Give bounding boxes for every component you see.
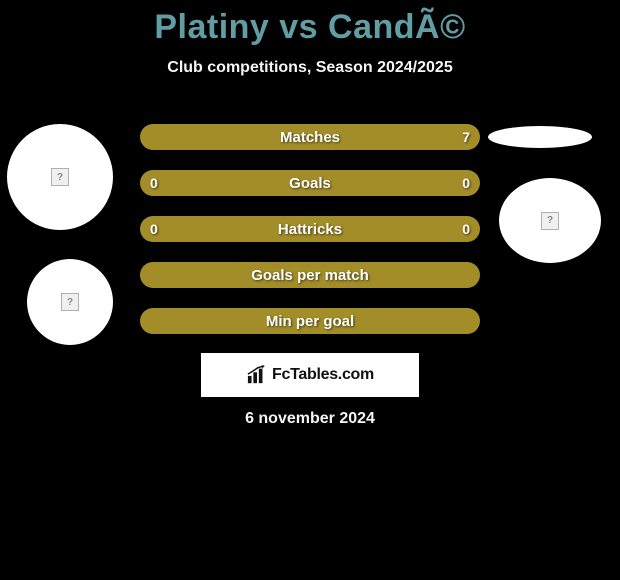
circle-right — [499, 178, 601, 263]
stat-label: Hattricks — [278, 221, 342, 238]
image-placeholder-icon — [61, 293, 79, 311]
stat-bar: 0 Goals 0 — [140, 170, 480, 196]
date-text: 6 november 2024 — [0, 410, 620, 428]
stat-label: Goals — [289, 175, 331, 192]
attribution-box: FcTables.com — [201, 353, 419, 397]
image-placeholder-icon — [541, 212, 559, 230]
stat-left-value: 0 — [150, 221, 158, 237]
stat-bar: 0 Hattricks 0 — [140, 216, 480, 242]
page-title: Platiny vs CandÃ© — [0, 0, 620, 47]
chart-icon — [246, 365, 268, 385]
stat-right-value: 7 — [462, 129, 470, 145]
stat-label: Matches — [280, 129, 340, 146]
circle-left-bottom — [27, 259, 113, 345]
stat-bar: Matches 7 — [140, 124, 480, 150]
stat-bars: Matches 7 0 Goals 0 0 Hattricks 0 Goals per matc… — [140, 124, 480, 354]
stat-bar: Goals per match — [140, 262, 480, 288]
stat-right-value: 0 — [462, 175, 470, 191]
subtitle: Club competitions, Season 2024/2025 — [0, 59, 620, 77]
oval-right-top — [488, 126, 592, 148]
stat-label: Min per goal — [266, 313, 354, 330]
stat-bar: Min per goal — [140, 308, 480, 334]
image-placeholder-icon — [51, 168, 69, 186]
stat-left-value: 0 — [150, 175, 158, 191]
stat-right-value: 0 — [462, 221, 470, 237]
circle-left-top — [7, 124, 113, 230]
attribution-text: FcTables.com — [272, 366, 374, 384]
stat-label: Goals per match — [251, 267, 369, 284]
